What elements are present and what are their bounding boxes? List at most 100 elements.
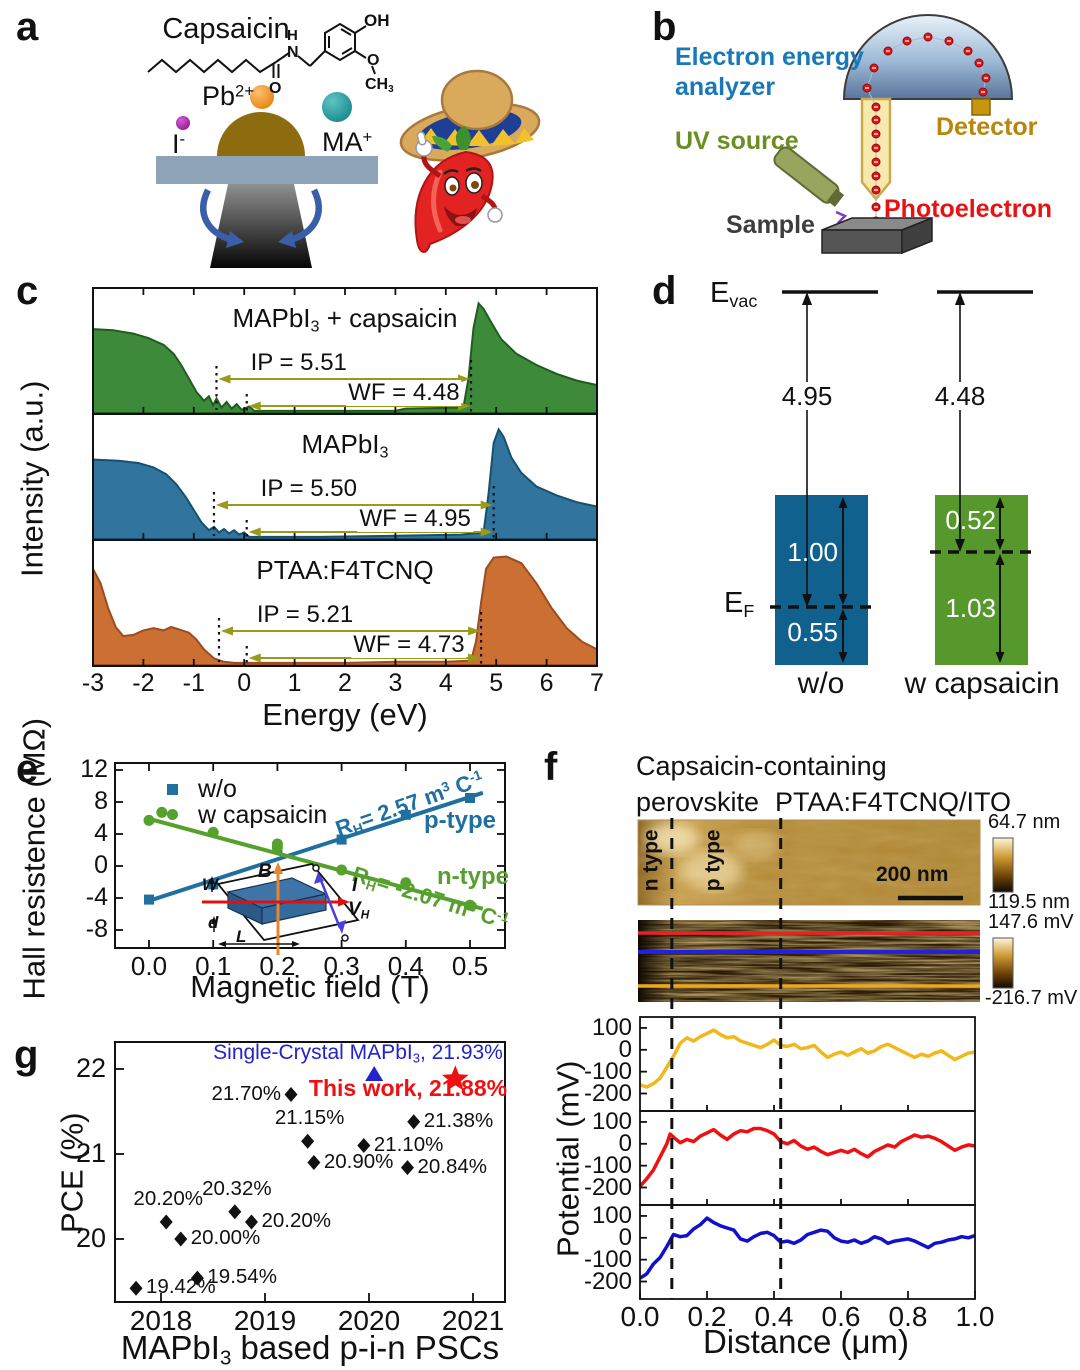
kpfm-title-line1: Capsaicin-containing <box>636 751 887 781</box>
pce-point-label: 21.10% <box>373 1132 444 1156</box>
pce-point <box>129 1280 143 1296</box>
hall-y-tick-label: -8 <box>85 915 108 943</box>
panel-b-art <box>773 14 1014 255</box>
hall-point <box>208 879 219 890</box>
ups-x-axis-label: Energy (eV) <box>262 697 428 732</box>
scale-bar-label: 200 nm <box>876 863 949 886</box>
p-type-label: p-type <box>424 807 496 834</box>
legend-label-wo: w/o <box>198 775 237 803</box>
ups-x-tick-label: -1 <box>182 669 205 697</box>
ups-y-axis-label: Intensity (a.u.) <box>14 380 50 577</box>
hall-point <box>336 834 347 845</box>
potential-y-tick-label: -200 <box>583 1173 632 1201</box>
ip-value-label: IP = 5.50 <box>260 475 357 502</box>
potential-y-tick-label: -100 <box>583 1151 632 1179</box>
ups-curve-0 <box>92 301 598 414</box>
hall-point <box>207 826 219 838</box>
hall-y-tick-label: 12 <box>80 755 108 783</box>
potential-line-yellow <box>639 1028 976 1089</box>
potential-chart <box>638 818 976 1300</box>
kpfm-title-ptaa: PTAA:F4TCNQ/ITO <box>775 787 1012 817</box>
hall-x-tick-label: 0.0 <box>130 951 168 981</box>
potential-y-tick-label: 0 <box>618 1223 632 1251</box>
wo-energy-box <box>775 495 868 665</box>
hall-point <box>144 894 154 905</box>
wo-gap-below-value: 0.55 <box>787 617 838 647</box>
pce-x-tick-label: 2018 <box>129 1305 193 1336</box>
panel-letter-d: d <box>652 269 677 313</box>
ups-curve-1 <box>92 427 598 540</box>
hall-point <box>464 899 476 911</box>
panel-letter-a: a <box>16 5 39 49</box>
hall-x-tick-label: 0.1 <box>195 951 232 981</box>
pce-x-tick-label: 2020 <box>337 1305 401 1336</box>
analyzer-label-line1: Electron energy <box>675 43 864 71</box>
hall-point <box>336 864 348 876</box>
kpfm-potential-image <box>638 920 980 1002</box>
panel-a-art <box>147 22 541 268</box>
potential-y-tick-label: 0 <box>618 1129 632 1157</box>
pce-y-tick-label: 21 <box>75 1138 106 1168</box>
ups-subplot-title: MAPbI3 + capsaicin <box>232 303 458 336</box>
this-work-star <box>442 1065 469 1091</box>
potential-x-tick-label: 0.0 <box>620 1301 660 1332</box>
potential-y-tick-label: 100 <box>591 1201 632 1229</box>
pce-point <box>284 1087 298 1102</box>
pb-ion-label: Pb2+ <box>202 81 255 111</box>
hall-x-tick-label: 0.2 <box>259 951 296 981</box>
ups-x-tick-label: 7 <box>590 669 604 697</box>
hall-point <box>400 809 411 820</box>
legend-marker-capsaicin <box>167 809 178 820</box>
w-gap-below-value: 1.03 <box>945 593 996 623</box>
hall-x-tick-label: 0.3 <box>323 951 360 981</box>
detector-label: Detector <box>936 113 1038 141</box>
pce-point <box>357 1138 371 1153</box>
methyl-label: CH3 <box>365 76 394 95</box>
wf-value-label: WF = 4.73 <box>351 631 467 658</box>
hall-point <box>465 793 475 803</box>
chili-mascot <box>399 69 541 253</box>
inset-current-label: I <box>352 875 358 896</box>
pce-point <box>400 1160 414 1176</box>
w-column-label: w capsaicin <box>904 667 1060 700</box>
ups-x-tick-label: 6 <box>539 669 554 697</box>
hall-x-tick-label: 0.4 <box>387 951 424 981</box>
pce-x-axis-label: MAPbI3 based p-i-n PSCs <box>120 1329 500 1370</box>
wf-value-label: WF = 4.95 <box>357 505 473 532</box>
potential-y-tick-label: 100 <box>591 1013 632 1041</box>
potential-y-tick-label: -100 <box>583 1057 632 1085</box>
kpfm-scale-max: 147.6 mV <box>988 911 1074 933</box>
pce-point-label: 20.32% <box>202 1176 272 1200</box>
potential-y-tick-label: -100 <box>583 1245 632 1273</box>
potential-y-axis-label: Potential (mV) <box>550 1060 586 1257</box>
pce-point-label: 20.84% <box>417 1154 487 1178</box>
pce-y-tick-label: 22 <box>75 1053 106 1083</box>
potential-x-axis-label: Distance (μm) <box>702 1323 910 1360</box>
pce-point <box>174 1231 188 1247</box>
potential-x-tick-label: 0.8 <box>888 1301 928 1332</box>
ups-subplot-title: PTAA:F4TCNQ <box>256 555 434 585</box>
wf-value-label: WF = 4.48 <box>346 379 462 406</box>
capsaicin-title: Capsaicin <box>162 13 290 45</box>
potential-line-red <box>638 1126 976 1188</box>
pce-y-tick-label: 20 <box>75 1223 106 1253</box>
ma-ion-sphere <box>322 92 352 122</box>
pce-point-label: 20.00% <box>190 1226 261 1249</box>
pce-point-label: 21.38% <box>423 1108 494 1132</box>
pce-x-tick-label: 2021 <box>441 1305 505 1336</box>
ups-x-tick-label: 1 <box>287 669 302 697</box>
carbonyl-o-label: O <box>269 80 282 97</box>
hall-y-axis-label: Hall resistence (MΩ) <box>16 717 52 1000</box>
kpfm-title-perovskite: perovskite <box>636 787 760 817</box>
hall-y-tick-label: 4 <box>94 819 108 847</box>
w-gap-above-value: 0.52 <box>945 505 996 535</box>
photoelectron-label: Photoelectron <box>884 195 1053 223</box>
ups-chart <box>92 287 598 667</box>
wo-workfunction-value: 4.95 <box>778 382 836 410</box>
ups-x-tick-label: 4 <box>438 669 453 697</box>
pce-point-label: 20.20% <box>133 1187 203 1210</box>
inset-hall-voltage-label: VH <box>348 899 370 922</box>
topo-colorbar <box>992 837 1014 893</box>
sample-stage <box>821 216 933 255</box>
